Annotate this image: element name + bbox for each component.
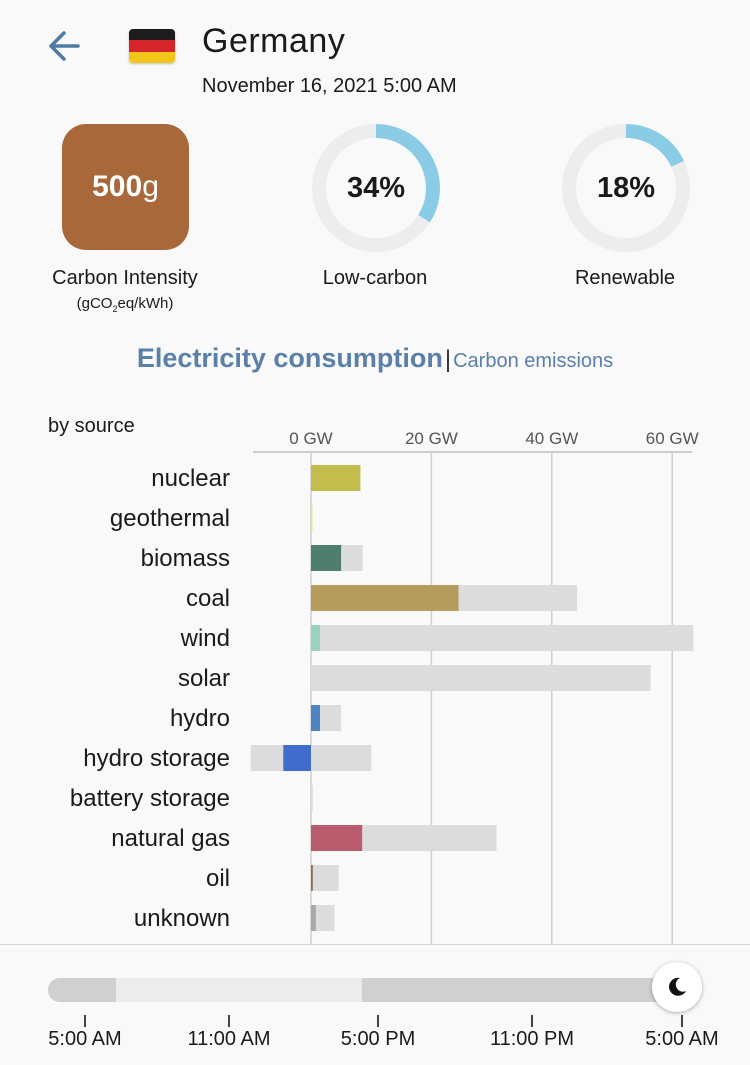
tab-electricity-consumption[interactable]: Electricity consumption xyxy=(136,343,443,373)
time-slider-handle[interactable] xyxy=(652,962,702,1012)
x-tick-label: 40 GW xyxy=(525,429,578,448)
country-flag xyxy=(129,29,175,63)
x-tick-label: 20 GW xyxy=(405,429,458,448)
capacity-bar xyxy=(311,905,335,931)
category-label: hydro storage xyxy=(83,745,230,772)
country-name: Germany xyxy=(202,22,346,60)
carbon-intensity-label: Carbon Intensity xyxy=(52,267,198,289)
capacity-bar xyxy=(311,665,651,691)
tab-carbon-emissions[interactable]: Carbon emissions xyxy=(453,350,614,372)
moon-icon xyxy=(669,977,686,996)
flag-stripe-black xyxy=(129,29,175,41)
back-arrow-icon[interactable] xyxy=(44,26,84,66)
ci-unit-rest: eq/kWh) xyxy=(117,295,174,312)
category-label: natural gas xyxy=(111,825,230,852)
low-carbon-donut xyxy=(312,124,440,252)
timeline-tick xyxy=(84,1015,86,1027)
category-label: biomass xyxy=(141,545,230,572)
production-bar xyxy=(283,745,311,771)
production-bar xyxy=(311,465,361,491)
timeline-tick xyxy=(681,1015,683,1027)
category-label: hydro xyxy=(170,705,230,732)
timeline-tick-label: 11:00 PM xyxy=(489,1028,575,1050)
x-tick-label: 60 GW xyxy=(646,429,699,448)
carbon-intensity-value: 500 xyxy=(92,170,143,203)
category-label: solar xyxy=(178,665,230,692)
timeline-tick-label: 5:00 AM xyxy=(48,1028,122,1050)
capacity-bar xyxy=(311,865,339,891)
production-bar xyxy=(311,625,321,651)
category-label: battery storage xyxy=(70,785,230,812)
category-label: oil xyxy=(206,865,230,892)
timeline-tick-label: 11:00 AM xyxy=(187,1028,271,1050)
capacity-bar xyxy=(311,785,313,811)
night-segment xyxy=(48,978,116,1002)
production-bar xyxy=(311,865,313,891)
night-segment xyxy=(361,978,682,1002)
production-bar xyxy=(311,905,316,931)
timeline-tick-label: 5:00 AM xyxy=(645,1028,719,1050)
carbon-intensity-unit-suffix: g xyxy=(142,170,159,203)
category-label: geothermal xyxy=(110,505,230,532)
carbon-intensity-badge: 500 g xyxy=(62,124,189,250)
chart-mode-tabs: Electricity consumption| Carbon emissions xyxy=(0,343,750,374)
production-bar xyxy=(311,545,342,571)
category-label: coal xyxy=(186,585,230,612)
low-carbon-value: 34% xyxy=(346,171,406,204)
time-slider-track[interactable] xyxy=(48,978,682,1002)
production-bar xyxy=(311,705,321,731)
x-tick-label: 0 GW xyxy=(289,429,332,448)
category-label: wind xyxy=(180,625,230,652)
timeline-tick-label: 5:00 PM xyxy=(340,1028,416,1050)
low-carbon-label: Low-carbon xyxy=(322,267,428,289)
ci-unit-prefix: (gCO xyxy=(76,295,113,312)
category-label: nuclear xyxy=(151,465,230,492)
renewable-value: 18% xyxy=(596,171,656,204)
flag-stripe-red xyxy=(129,40,175,52)
divider xyxy=(0,944,750,945)
datetime: November 16, 2021 5:00 AM xyxy=(202,75,457,97)
timeline-tick xyxy=(531,1015,533,1027)
production-bar xyxy=(311,585,459,611)
production-bar xyxy=(311,825,363,851)
renewable-arc xyxy=(562,124,690,252)
category-label: unknown xyxy=(134,905,230,932)
ci-unit-subscript: 2 xyxy=(112,304,118,314)
production-by-source-chart: 0 GW 20 GW 40 GW 60 GW nuclear geothermal biom… xyxy=(70,429,699,945)
tab-separator: | xyxy=(444,346,452,373)
timeline-tick xyxy=(228,1015,230,1027)
capacity-bar xyxy=(311,625,694,651)
capacity-bar xyxy=(311,745,372,771)
timeline-tick xyxy=(377,1015,379,1027)
chart-subtitle: by source xyxy=(48,415,135,437)
day-segment xyxy=(115,978,362,1002)
production-bar xyxy=(311,505,313,531)
renewable-label: Renewable xyxy=(574,267,676,289)
flag-stripe-gold xyxy=(129,51,175,63)
renewable-donut xyxy=(562,124,690,252)
low-carbon-arc xyxy=(312,124,440,252)
carbon-intensity-unit: (gCO2eq/kWh) xyxy=(20,295,230,314)
